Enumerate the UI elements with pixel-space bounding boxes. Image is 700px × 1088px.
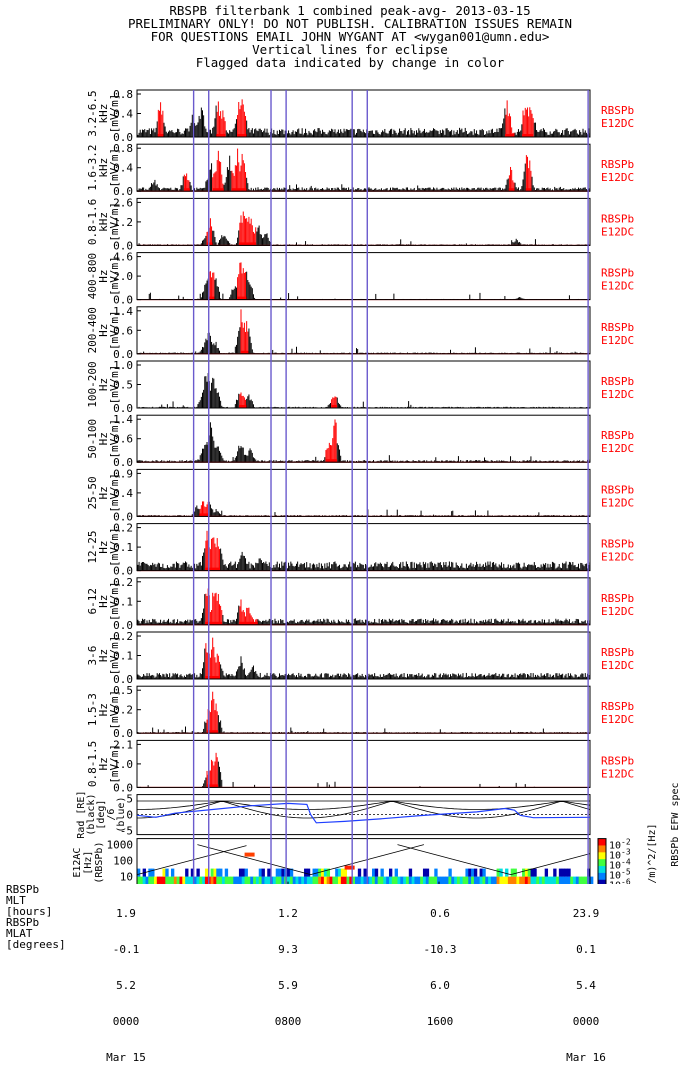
y-axis-label: [mV/m] bbox=[108, 148, 121, 188]
legend-e12dc: E12DC bbox=[601, 280, 634, 293]
y-axis-label: [mV/m] bbox=[108, 94, 121, 134]
legend-e12dc: E12DC bbox=[601, 713, 634, 726]
legend-e12dc: E12DC bbox=[601, 388, 634, 401]
y-axis-label: [mV/m] bbox=[108, 581, 121, 621]
y-axis-label: [mV/m] bbox=[108, 636, 121, 676]
legend-e12dc: E12DC bbox=[601, 496, 634, 509]
panel-6 bbox=[137, 415, 590, 462]
legend-e12dc: E12DC bbox=[601, 171, 634, 184]
panel-frame bbox=[137, 144, 590, 191]
legend-rbspb: RBSPb bbox=[601, 538, 634, 551]
panel-5 bbox=[137, 361, 590, 408]
y-axis-label: [mV/m] bbox=[108, 419, 121, 459]
legend-rbspb: RBSPb bbox=[601, 646, 634, 659]
panel-3 bbox=[137, 253, 590, 300]
legend-rbspb: RBSPb bbox=[601, 104, 634, 117]
legend-rbspb: RBSPb bbox=[601, 483, 634, 496]
y-axis-label: [mV/m] bbox=[108, 365, 121, 405]
legend-rbspb: RBSPb bbox=[601, 267, 634, 280]
legend-e12dc: E12DC bbox=[601, 605, 634, 618]
legend-rbspb: RBSPb bbox=[601, 429, 634, 442]
panel-10 bbox=[137, 632, 590, 679]
panel-2 bbox=[137, 198, 590, 245]
legend-e12dc: E12DC bbox=[601, 551, 634, 564]
y-axis-label: [mV/m] bbox=[108, 473, 121, 513]
panel-1 bbox=[137, 144, 590, 191]
legend-e12dc: E12DC bbox=[601, 225, 634, 238]
y-axis-label: [mV/m] bbox=[108, 527, 121, 567]
legend-rbspb: RBSPb bbox=[601, 212, 634, 225]
legend-rbspb: RBSPb bbox=[601, 158, 634, 171]
legend-e12dc: E12DC bbox=[601, 334, 634, 347]
legend-rbspb: RBSPb bbox=[601, 375, 634, 388]
legend-rbspb: RBSPb bbox=[601, 700, 634, 713]
panel-8 bbox=[137, 524, 590, 571]
y-axis-label: [mV/m] bbox=[108, 202, 121, 242]
y-axis-label: [mV/m] bbox=[108, 256, 121, 296]
y-axis-label: [mV/m] bbox=[108, 690, 121, 730]
panel-9 bbox=[137, 578, 590, 625]
panel-0 bbox=[137, 90, 590, 137]
legend-e12dc: E12DC bbox=[601, 117, 634, 130]
panel-12 bbox=[137, 740, 590, 787]
legend-e12dc: E12DC bbox=[601, 659, 634, 672]
filterbank-plot: 0.80.40.03.2-6.5kHz[mV/m]RBSPbE12DC0.80.… bbox=[0, 0, 700, 884]
legend-e12dc: E12DC bbox=[601, 442, 634, 455]
legend-rbspb: RBSPb bbox=[601, 592, 634, 605]
panel-11 bbox=[137, 686, 590, 733]
panel-4 bbox=[137, 307, 590, 354]
y-axis-label: [mV/m] bbox=[108, 310, 121, 350]
legend-rbspb: RBSPb bbox=[601, 321, 634, 334]
panel-7 bbox=[137, 469, 590, 516]
